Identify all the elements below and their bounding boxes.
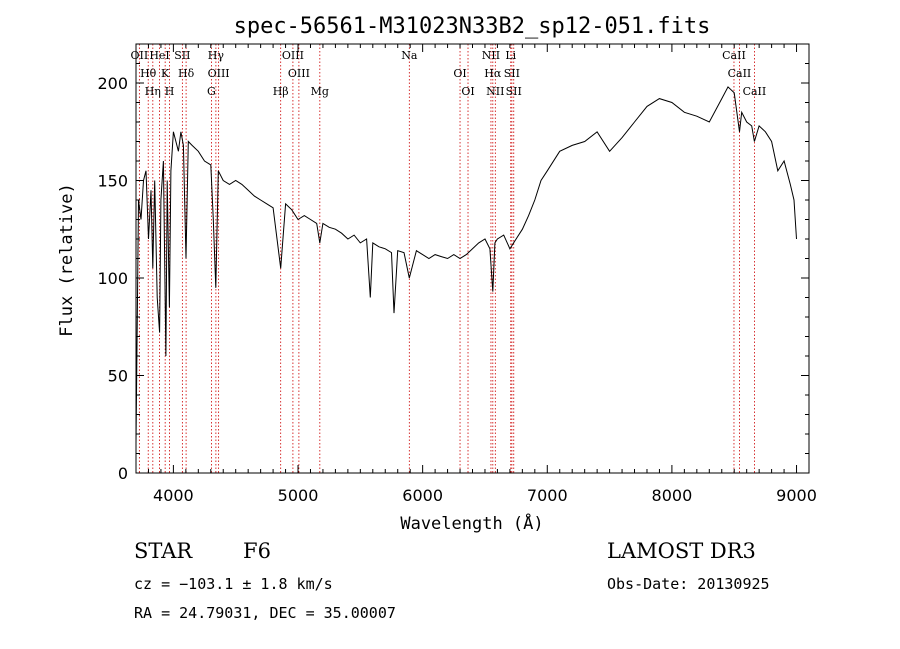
- line-marker-label: SII: [506, 85, 522, 98]
- line-marker-label: NII: [482, 49, 500, 62]
- x-tick-label: 4000: [153, 486, 194, 505]
- line-marker-label: OI: [461, 85, 474, 98]
- object-class: STAR: [134, 539, 193, 563]
- line-marker-label: CaII: [743, 85, 767, 98]
- line-marker-label: K: [161, 67, 170, 80]
- y-tick-label: 150: [97, 172, 128, 191]
- line-marker-labels: OIIHθHηHeIKHSIIHδGHγOIIIHβOIIIOIIIMgNaOI…: [131, 49, 767, 98]
- spectrum-line: [135, 86, 797, 444]
- x-axis-label: Wavelength (Å): [400, 512, 543, 534]
- line-marker-label: Hη: [145, 85, 161, 98]
- line-marker-label: SII: [504, 67, 520, 80]
- y-axis-label: Flux (relative): [57, 183, 77, 337]
- line-marker-label: HeI: [149, 49, 169, 62]
- object-subclass: F6: [243, 539, 271, 563]
- line-marker-label: Na: [401, 49, 418, 62]
- line-marker-label: OIII: [282, 49, 304, 62]
- x-tick-label: 9000: [776, 486, 817, 505]
- y-tick-label: 0: [118, 464, 128, 483]
- line-marker-label: G: [207, 85, 216, 98]
- line-marker-label: CaII: [722, 49, 746, 62]
- line-marker-label: NII: [486, 85, 504, 98]
- survey-name: LAMOST DR3: [607, 539, 756, 563]
- line-marker-label: OIII: [288, 67, 310, 80]
- x-axis-ticks: 4000 5000 6000 7000 8000 9000: [135, 44, 817, 505]
- line-marker-label: Hδ: [178, 67, 195, 80]
- line-marker-label: H: [165, 85, 175, 98]
- line-marker-label: Hθ: [140, 67, 157, 80]
- coordinates: RA = 24.79031, DEC = 35.00007: [134, 604, 396, 622]
- redshift-velocity: cz = −103.1 ± 1.8 km/s: [134, 575, 333, 593]
- y-tick-label: 100: [97, 269, 128, 288]
- line-marker-label: SII: [174, 49, 190, 62]
- line-marker-label: OII: [131, 49, 149, 62]
- line-marker-label: Hβ: [273, 85, 289, 98]
- x-tick-label: 7000: [527, 486, 568, 505]
- line-marker-label: Li: [505, 49, 516, 62]
- line-marker-label: CaII: [728, 67, 752, 80]
- line-marker-label: Mg: [311, 85, 329, 98]
- observation-date: Obs-Date: 20130925: [607, 575, 770, 593]
- x-tick-label: 8000: [652, 486, 693, 505]
- line-marker-label: OIII: [208, 67, 230, 80]
- y-axis-ticks: 0 50 100 150 200: [97, 43, 809, 483]
- chart-title: spec-56561-M31023N33B2_sp12-051.fits: [234, 14, 711, 39]
- line-marker-label: Hγ: [208, 49, 225, 62]
- y-tick-label: 200: [97, 74, 128, 93]
- line-marker-label: Hα: [484, 67, 502, 80]
- line-marker-label: OI: [453, 67, 466, 80]
- x-tick-label: 6000: [402, 486, 443, 505]
- x-tick-label: 5000: [278, 486, 319, 505]
- y-tick-label: 50: [108, 367, 128, 386]
